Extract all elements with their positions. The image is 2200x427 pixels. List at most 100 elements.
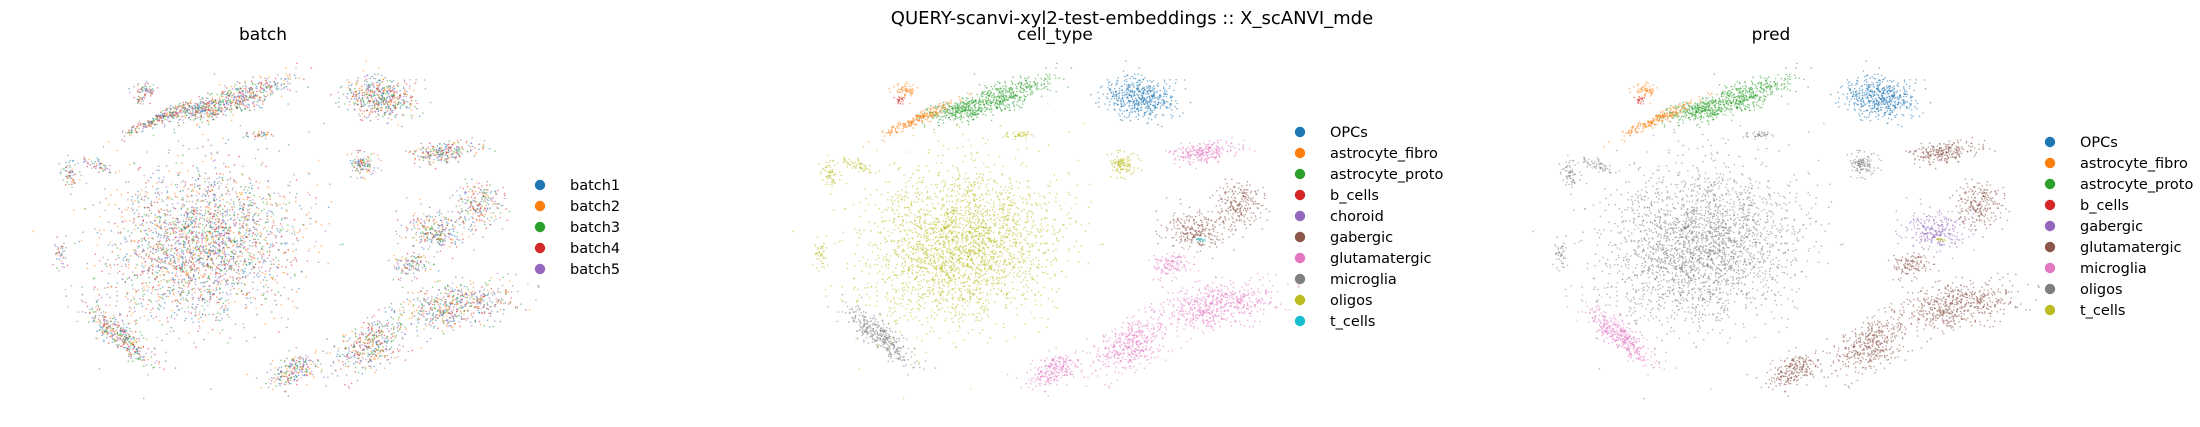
scatter-point xyxy=(422,112,424,114)
scatter-point xyxy=(482,148,484,150)
scatter-point xyxy=(268,187,271,189)
scatter-point xyxy=(287,75,289,77)
scatter-point xyxy=(288,185,291,187)
scatter-point xyxy=(182,180,185,182)
scatter-point xyxy=(234,83,237,86)
scatter-point xyxy=(392,80,395,82)
scatter-point xyxy=(388,113,390,115)
scatter-point xyxy=(132,271,134,273)
scatter-point xyxy=(172,284,175,287)
scatter-point xyxy=(123,236,126,239)
scatter-point xyxy=(189,249,192,251)
scatter-point xyxy=(484,200,487,202)
scatter-point xyxy=(253,276,255,278)
scatter-point xyxy=(286,242,289,244)
scatter-point xyxy=(86,262,89,265)
scatter-point xyxy=(362,99,365,102)
scatter-point xyxy=(152,245,155,247)
scatter-point xyxy=(261,106,263,109)
scatter-point xyxy=(472,199,475,201)
scatter-point xyxy=(364,178,366,180)
scatter-point xyxy=(214,99,217,101)
scatter-point xyxy=(148,88,151,90)
scatter-point xyxy=(181,287,183,290)
scatter-point xyxy=(323,122,325,125)
scatter-point xyxy=(443,142,445,145)
scatter-point xyxy=(485,192,488,194)
scatter-point xyxy=(389,87,392,89)
scatter-point xyxy=(360,109,362,112)
scatter-point xyxy=(239,99,242,102)
scatter-point xyxy=(201,293,203,296)
scatter-point xyxy=(238,99,240,102)
scatter-point xyxy=(392,91,395,94)
scatter-point xyxy=(196,207,198,209)
scatter-point xyxy=(278,331,280,334)
scatter-point xyxy=(194,257,197,259)
scatter-point xyxy=(223,103,225,106)
scatter-point xyxy=(362,70,365,72)
scatter-point xyxy=(266,83,269,85)
scatter-point xyxy=(227,240,230,242)
scatter-point xyxy=(144,126,146,129)
scatter-point xyxy=(223,220,226,223)
scatter-point xyxy=(164,219,167,222)
scatter-point xyxy=(429,232,432,234)
scatter-point xyxy=(233,164,236,166)
scatter-point xyxy=(191,231,194,234)
scatter-point xyxy=(243,237,245,240)
scatter-point xyxy=(419,221,422,224)
scatter-point xyxy=(283,286,286,289)
scatter-point xyxy=(181,223,184,226)
scatter-point xyxy=(155,188,158,191)
scatter-point xyxy=(178,278,180,281)
scatter-point xyxy=(115,286,117,289)
scatter-point xyxy=(191,183,194,186)
scatter-point xyxy=(223,263,226,266)
scatter-point xyxy=(146,284,148,287)
scatter-point xyxy=(231,88,234,90)
scatter-point xyxy=(291,225,294,228)
scatter-point xyxy=(175,246,177,249)
scatter-point xyxy=(125,265,127,268)
scatter-point xyxy=(180,162,183,164)
scatter-point xyxy=(266,257,269,259)
scatter-point xyxy=(195,212,197,214)
scatter-point xyxy=(128,235,131,237)
scatter-point xyxy=(155,114,157,116)
scatter-point xyxy=(173,311,176,314)
scatter-point xyxy=(170,115,173,118)
scatter-point xyxy=(100,233,102,235)
scatter-point xyxy=(169,290,171,293)
scatter-point xyxy=(226,201,228,203)
scatter-point xyxy=(152,307,154,310)
scatter-point xyxy=(248,97,250,99)
scatter-point xyxy=(268,254,271,257)
scatter-point xyxy=(217,225,220,227)
scatter-point xyxy=(194,218,196,220)
scatter-point xyxy=(238,208,240,211)
scatter-point xyxy=(419,198,422,201)
scatter-point xyxy=(415,233,417,236)
scatter-point xyxy=(469,146,472,148)
scatter-point xyxy=(150,246,153,249)
scatter-point xyxy=(135,291,137,294)
scatter-point xyxy=(217,106,220,109)
scatter-point xyxy=(262,89,265,91)
scatter-point xyxy=(144,239,146,241)
scatter-point xyxy=(478,187,480,189)
scatter-point xyxy=(225,253,227,256)
scatter-point xyxy=(381,106,383,109)
scatter-point xyxy=(248,87,250,90)
scatter-point xyxy=(151,88,154,90)
scatter-point xyxy=(269,273,271,276)
scatter-point xyxy=(231,96,233,98)
scatter-point xyxy=(81,286,83,288)
scatter-point xyxy=(159,216,162,218)
scatter-point xyxy=(472,221,474,223)
scatter-point xyxy=(354,170,357,172)
scatter-point xyxy=(473,155,476,158)
scatter-point xyxy=(386,96,388,98)
scatter-point xyxy=(161,244,163,246)
scatter-point xyxy=(117,254,120,257)
